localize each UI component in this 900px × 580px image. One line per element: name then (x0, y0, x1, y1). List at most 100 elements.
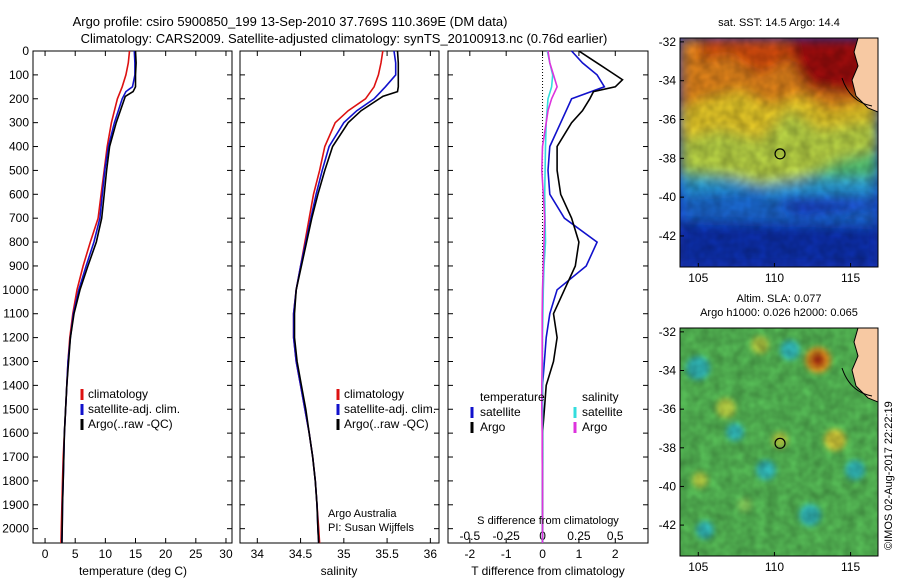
x-tick-label: 35.5 (375, 547, 399, 561)
figure-title-line1: Argo profile: csiro 5900850_199 13-Sep-2… (73, 14, 508, 29)
s-tick-label: -0.25 (493, 529, 521, 543)
lon-tick-label: 110 (765, 560, 784, 574)
lon-tick-label: 105 (688, 560, 708, 574)
sst-map-ticks: 105 110 115 -32 -34 -36 -38 -40 -42 (659, 35, 861, 285)
difference-s-x-label: S difference from climatology (477, 515, 619, 527)
series-line-argo-raw-qc- (61, 50, 137, 544)
lon-tick-label: 110 (765, 271, 784, 285)
x-tick-label: 10 (99, 547, 113, 561)
temperature-x-label: temperature (deg C) (79, 564, 187, 578)
temperature-depth-ticks: 0 100 200 300 400 500 600 700 800 900 1000 1100 1200… (2, 44, 232, 536)
x-tick-label: 1 (576, 547, 583, 561)
sla-map-ticks: 105 110 115 -32 -34 -36 -38 -40 -42 (659, 325, 861, 574)
difference-legend: temperature salinitysatelliteArgosatellit… (470, 390, 623, 434)
depth-tick-label: 800 (9, 235, 29, 249)
x-tick-label: 34 (251, 547, 265, 561)
difference-profile-lines (540, 50, 624, 543)
difference-panel: -2 -1 0 1 2 -0.5 -0.25 0 0.25 0.5 T difference f… (447, 50, 649, 578)
legend-title-temperature: temperature (480, 390, 545, 404)
x-tick-label: 20 (159, 547, 173, 561)
depth-tick-label: 100 (9, 68, 29, 82)
sst-map-field (680, 38, 878, 267)
lon-tick-label: 115 (841, 560, 860, 574)
temperature-panel: 0100200300400500600700800900100011001200… (2, 44, 233, 578)
sla-map-title-line2: Argo h1000: 0.026 h2000: 0.065 (700, 307, 858, 319)
figure-title-line2: Climatology: CARS2009. Satellite-adjuste… (81, 31, 608, 46)
difference-t-x-label: T difference from climatology (471, 564, 625, 578)
legend-label: climatology (88, 387, 148, 401)
depth-tick-label: 1900 (2, 498, 29, 512)
salinity-axes-frame (239, 50, 440, 544)
lat-tick-label: -38 (659, 441, 677, 455)
legend-label: climatology (344, 387, 404, 401)
x-tick-label: -2 (464, 547, 475, 561)
depth-tick-label: 1600 (2, 426, 29, 440)
s-tick-label: 0.5 (607, 529, 624, 543)
depth-tick-label: 1700 (2, 450, 29, 464)
depth-tick-label: 1500 (2, 402, 29, 416)
salinity-depth-ticks (240, 50, 439, 530)
legend-label: satellite-adj. clim. (88, 402, 180, 416)
lat-tick-label: -42 (659, 229, 677, 243)
lat-tick-label: -42 (659, 518, 677, 532)
lat-tick-label: -40 (659, 190, 677, 204)
temperature-x-ticks: 0 5 10 15 20 25 30 (42, 51, 233, 561)
lat-tick-label: -32 (659, 35, 677, 49)
series-line-s-argo (540, 50, 558, 543)
salinity-annotation-line1: Argo Australia (328, 508, 397, 520)
x-tick-label: 0 (539, 547, 546, 561)
lat-tick-label: -36 (659, 402, 677, 416)
lat-tick-label: -40 (659, 479, 677, 493)
sst-map-title: sat. SST: 14.5 Argo: 14.4 (718, 17, 840, 29)
lat-tick-label: -36 (659, 113, 677, 127)
lat-tick-label: -32 (659, 325, 677, 339)
difference-axes-frame (447, 50, 649, 544)
legend-label: Argo (480, 420, 506, 434)
depth-tick-label: 1300 (2, 354, 29, 368)
depth-tick-label: 2000 (2, 522, 29, 536)
salinity-profile-lines (292, 50, 400, 544)
depth-tick-label: 200 (9, 92, 29, 106)
temperature-axes-frame (32, 50, 233, 544)
x-tick-label: 0 (42, 547, 49, 561)
depth-tick-label: 300 (9, 116, 29, 130)
x-tick-label: 25 (189, 547, 203, 561)
temperature-profile-lines (60, 50, 137, 544)
difference-s-ticks: -0.5 -0.25 0 0.25 0.5 (459, 529, 623, 543)
legend-label: Argo(..raw -QC) (344, 417, 429, 431)
lon-tick-label: 105 (688, 271, 708, 285)
sla-map-field (680, 328, 878, 556)
depth-tick-label: 400 (9, 140, 29, 154)
legend-title-salinity: salinity (582, 390, 619, 404)
x-tick-label: 30 (219, 547, 233, 561)
salinity-annotation-line2: PI: Susan Wijffels (328, 522, 414, 534)
lat-tick-label: -38 (659, 151, 677, 165)
x-tick-label: 15 (129, 547, 143, 561)
lat-tick-label: -34 (659, 74, 677, 88)
s-tick-label: -0.5 (459, 529, 480, 543)
lon-tick-label: 115 (841, 271, 860, 285)
argo-location-marker-sla (774, 437, 786, 449)
depth-tick-label: 700 (9, 211, 29, 225)
x-tick-label: 5 (72, 547, 79, 561)
x-tick-label: 35 (337, 547, 351, 561)
legend-label: satellite (582, 405, 623, 419)
salinity-x-ticks: 34 34.5 35 35.5 36 (251, 51, 437, 561)
depth-tick-label: 0 (22, 44, 29, 58)
legend-label: satellite-adj. clim. (344, 402, 436, 416)
difference-depth-ticks (448, 50, 648, 530)
depth-tick-label: 1800 (2, 474, 29, 488)
imos-timestamp: ©IMOS 02-Aug-2017 22:22:19 (883, 401, 895, 550)
argo-location-marker-sst (774, 148, 786, 160)
legend-label: satellite (480, 405, 521, 419)
series-line-argo-raw-qc- (293, 50, 400, 544)
sst-map-panel: sat. SST: 14.5 Argo: 14.4 105 110 115 -32 -3… (659, 17, 879, 285)
x-tick-label: 34.5 (289, 547, 313, 561)
s-tick-label: 0.25 (567, 529, 591, 543)
depth-tick-label: 1400 (2, 378, 29, 392)
depth-tick-label: 1000 (2, 283, 29, 297)
lat-tick-label: -34 (659, 364, 677, 378)
